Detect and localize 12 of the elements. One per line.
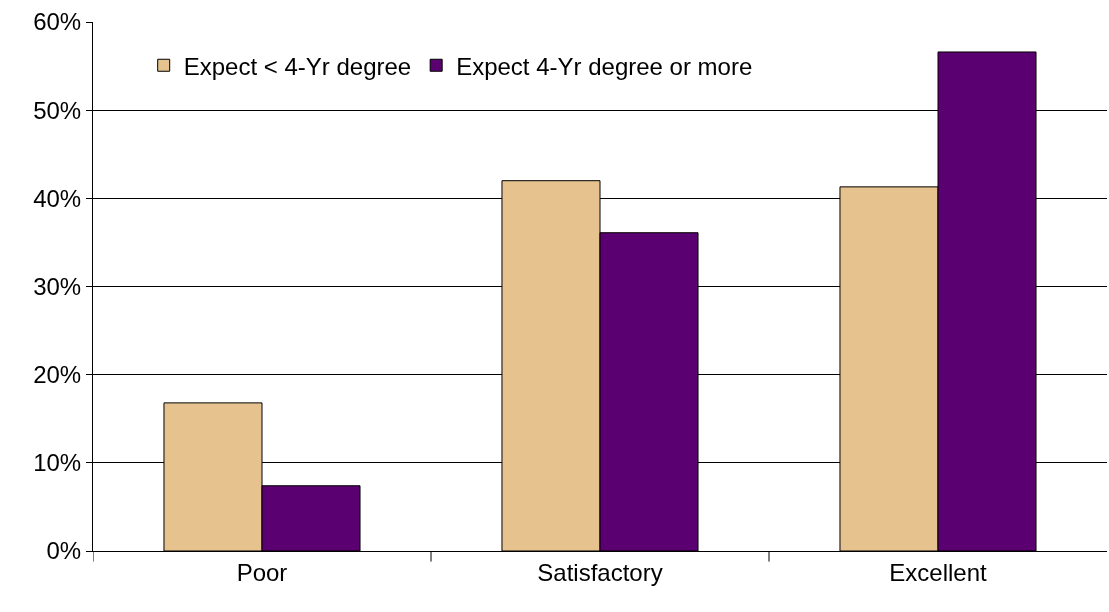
y-tick-label: 20% — [33, 361, 82, 389]
x-tick-label: Satisfactory — [537, 558, 663, 586]
y-tick-label: 50% — [33, 96, 82, 124]
legend-label: Expect 4-Yr degree or more — [456, 52, 753, 80]
y-tick-label: 40% — [33, 184, 82, 212]
y-tick-label: 30% — [33, 272, 82, 300]
y-tick-label: 0% — [46, 537, 82, 565]
x-tick-label: Poor — [236, 558, 288, 586]
x-tick-label: Excellent — [889, 558, 988, 586]
y-tick-label: 60% — [33, 8, 82, 36]
legend-label: Expect < 4-Yr degree — [183, 52, 412, 80]
y-tick-label: 10% — [33, 449, 82, 477]
